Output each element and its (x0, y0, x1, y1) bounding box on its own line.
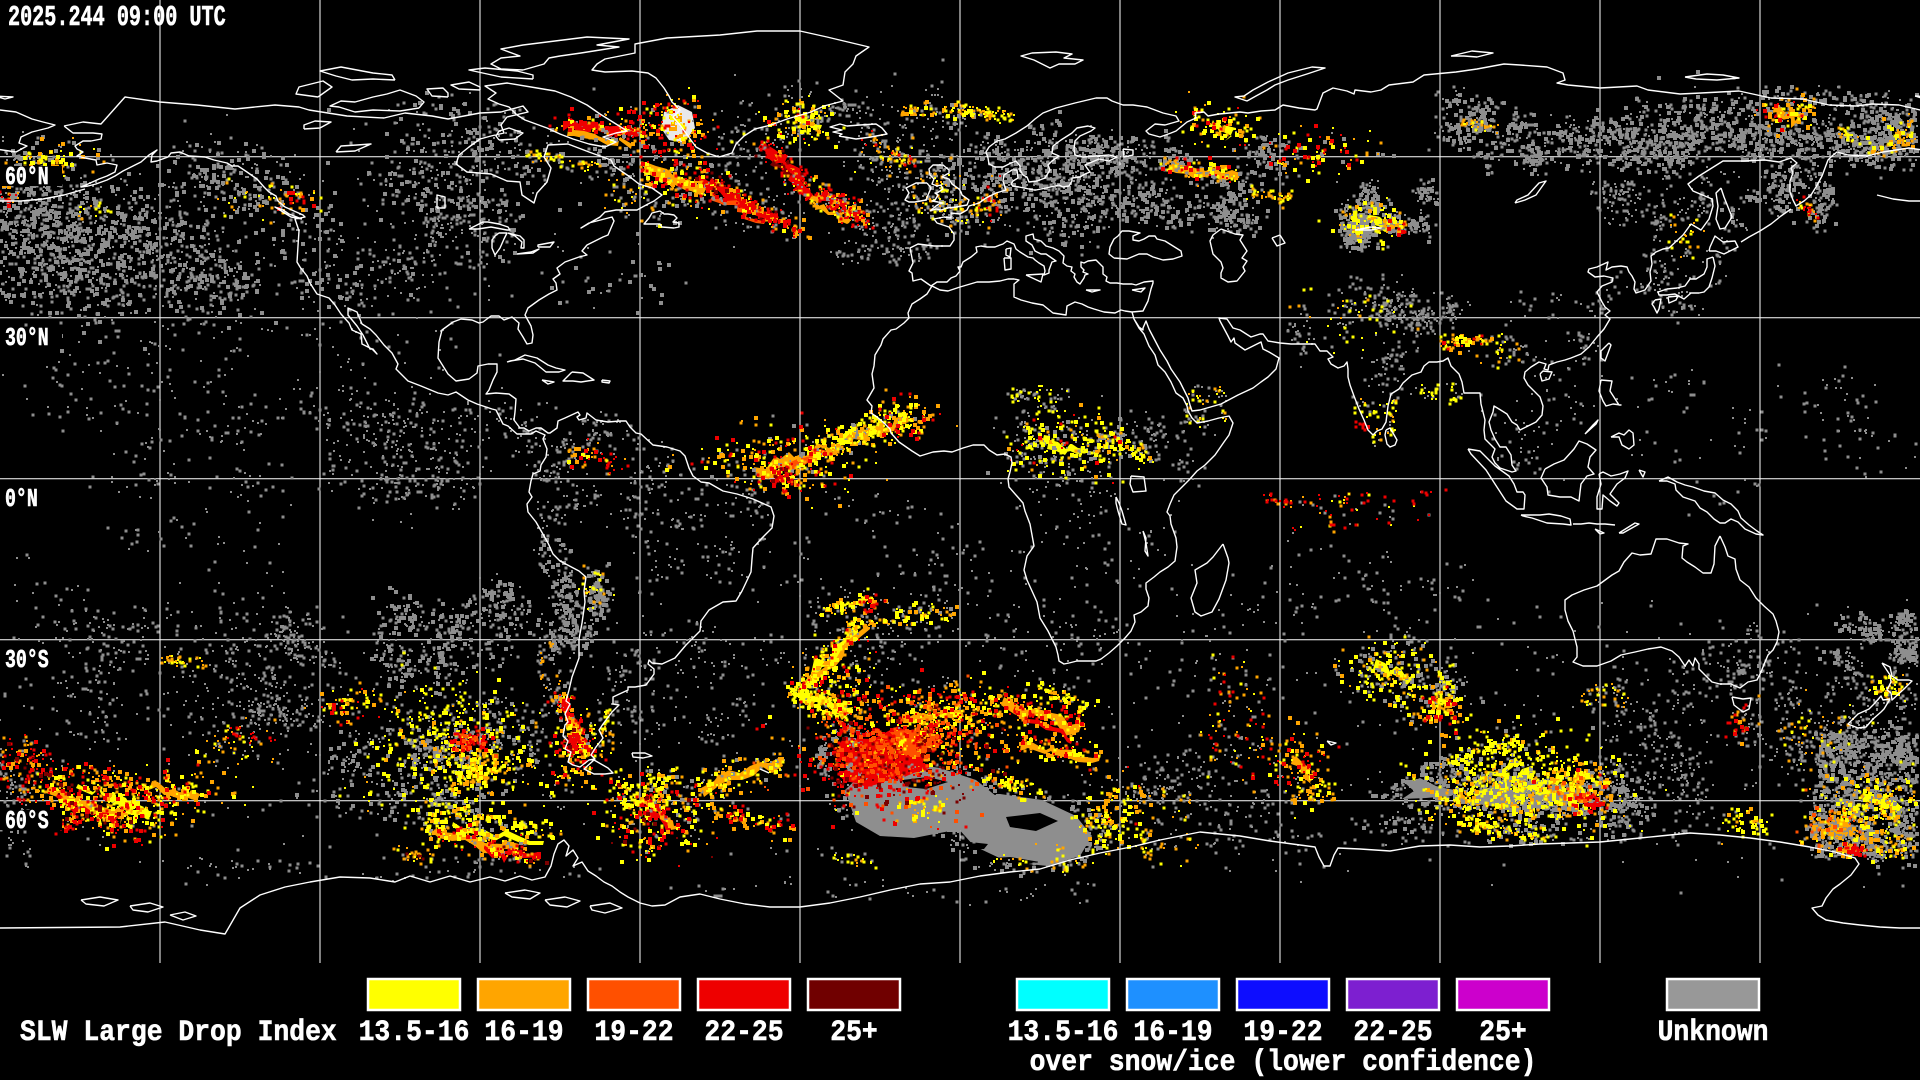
svg-text:13.5-16: 13.5-16 (1008, 1016, 1119, 1050)
svg-text:0°N: 0°N (5, 484, 38, 514)
svg-text:60°S: 60°S (5, 806, 49, 836)
svg-text:2025.244 09:00 UTC: 2025.244 09:00 UTC (8, 2, 226, 35)
svg-text:60°N: 60°N (5, 162, 49, 192)
svg-text:13.5-16: 13.5-16 (359, 1016, 470, 1050)
svg-text:16-19: 16-19 (484, 1016, 563, 1050)
svg-text:22-25: 22-25 (704, 1016, 783, 1050)
svg-text:Unknown: Unknown (1658, 1016, 1769, 1050)
svg-text:19-22: 19-22 (1243, 1016, 1322, 1050)
svg-text:25+: 25+ (1479, 1016, 1527, 1050)
svg-text:22-25: 22-25 (1353, 1016, 1432, 1050)
svg-text:19-22: 19-22 (594, 1016, 673, 1050)
svg-text:25+: 25+ (830, 1016, 878, 1050)
svg-text:16-19: 16-19 (1133, 1016, 1212, 1050)
svg-text:over snow/ice (lower confidenc: over snow/ice (lower confidence) (1030, 1046, 1537, 1080)
svg-text:SLW Large Drop Index: SLW Large Drop Index (20, 1016, 337, 1050)
svg-text:30°N: 30°N (5, 323, 49, 353)
svg-text:30°S: 30°S (5, 645, 49, 675)
